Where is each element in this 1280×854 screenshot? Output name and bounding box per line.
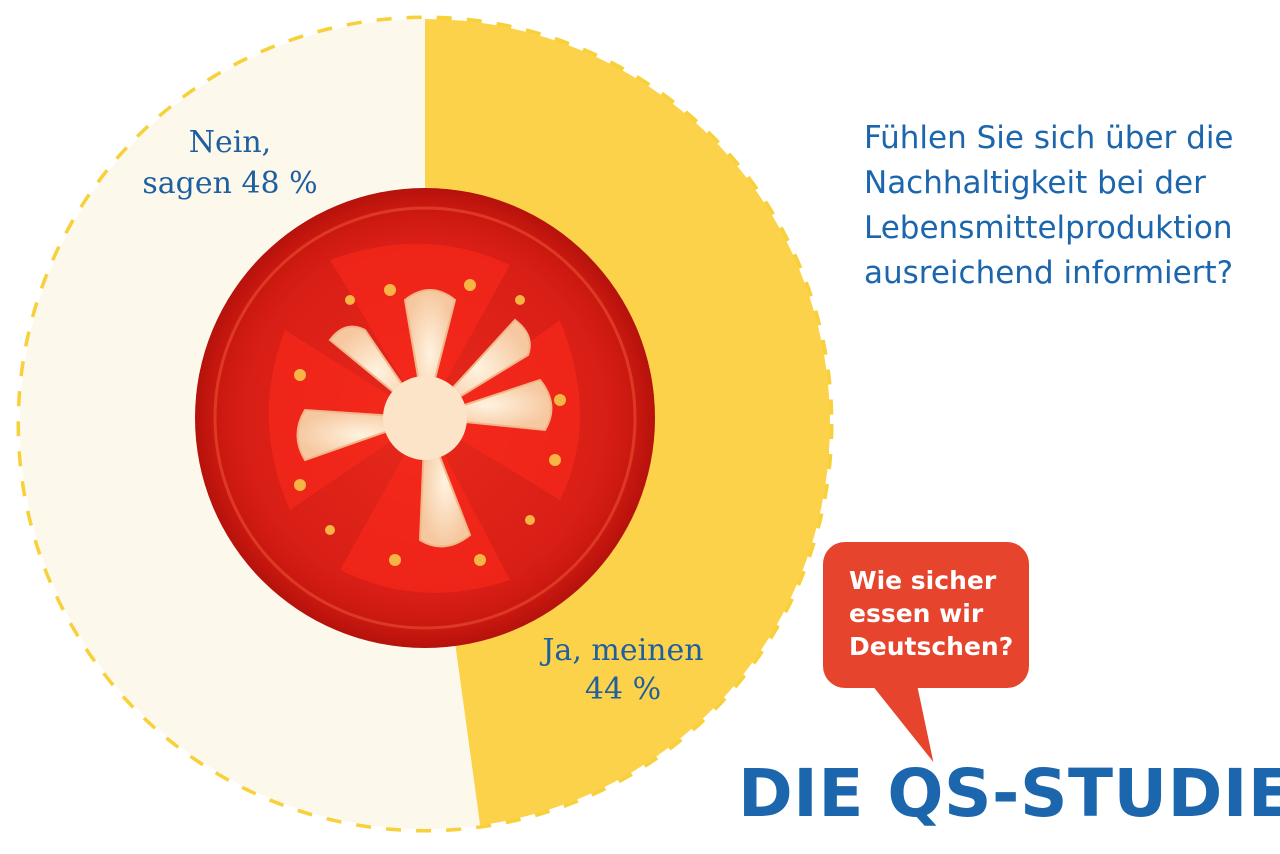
tomato-slice-icon — [195, 188, 655, 648]
slice-label-ja-line2: 44 % — [585, 672, 661, 707]
slice-label-nein-line2: sagen 48 % — [142, 166, 317, 201]
speech-bubble-text: Wie sicher essen wir Deutschen? — [849, 566, 1014, 661]
survey-question: Fühlen Sie sich über die Nachhaltigkeit … — [864, 120, 1234, 291]
brand-title: DIE QS-STUDIE — [738, 755, 1280, 832]
slice-label-nein-line1: Nein, — [189, 125, 271, 160]
slice-label-ja-line1: Ja, meinen — [539, 633, 703, 668]
speech-bubble — [823, 542, 1029, 688]
